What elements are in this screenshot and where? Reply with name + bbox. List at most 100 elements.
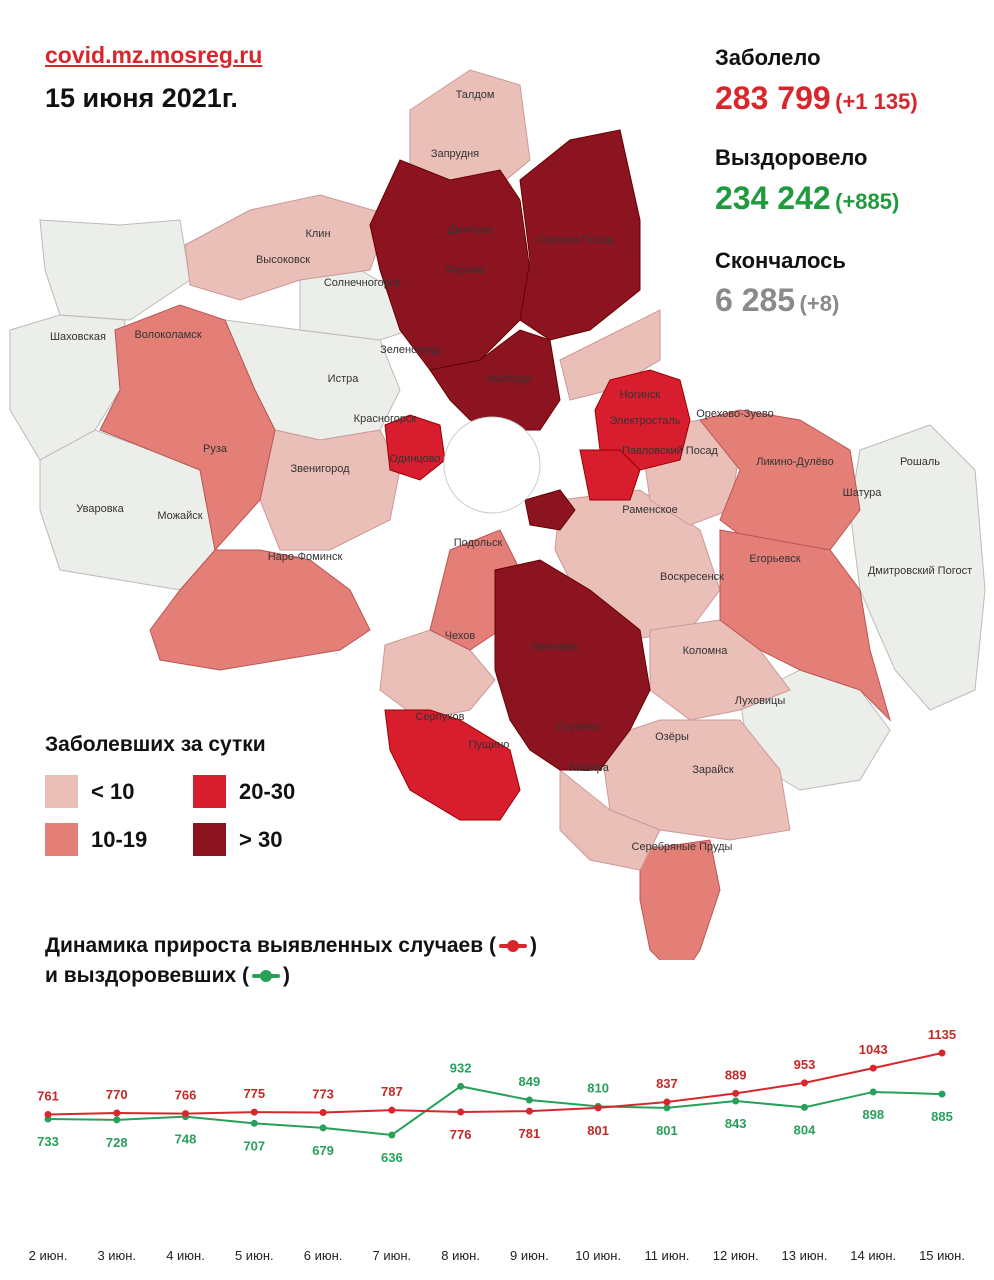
cases-point [388,1106,396,1114]
source-link[interactable]: covid.mz.mosreg.ru [45,42,263,68]
recovered-data-label: 748 [175,1132,197,1147]
cases-point [250,1108,258,1116]
recovered-data-label: 679 [312,1143,334,1158]
deceased-value: 6 285 [715,282,796,318]
x-tick-label: 7 июн. [373,1248,412,1263]
map-label: Талдом [456,89,495,101]
legend-swatch [45,823,78,856]
recovered-data-label: 728 [106,1135,128,1150]
recovered-data-label: 885 [931,1109,953,1124]
cases-point [525,1107,533,1115]
x-tick-label: 5 июн. [235,1248,274,1263]
cases-point [457,1108,465,1116]
map-label: Ступино [557,721,600,733]
map-label: Чехов [445,630,476,642]
cases-data-label: 953 [794,1057,816,1072]
recovered-stat: 234 242 (+885) [715,180,899,217]
x-tick-label: 14 июн. [850,1248,896,1263]
map-label: Шаховская [50,331,106,343]
map-label: Волоколамск [134,329,201,341]
recovered-data-label: 932 [450,1060,472,1075]
region-shatura [849,424,986,711]
x-tick-label: 13 июн. [782,1248,828,1263]
region-map: Талдом Запрудня Дмитров Сергиев Посад Яхрома… [9,69,986,960]
region-zvenigorod [259,429,401,551]
map-label: Серпухов [416,711,465,723]
date-title: 15 июня 2021г. [45,83,238,113]
map-label: Уваровка [76,503,124,515]
recovered-point [113,1116,121,1124]
cases-point [113,1109,121,1117]
recovered-data-label: 898 [862,1107,884,1122]
region-klin [184,194,391,301]
map-label: Зеленоград [380,344,440,356]
cases-data-label: 1135 [928,1027,956,1042]
cases-point [44,1110,52,1118]
recovered-point [800,1103,808,1111]
recovered-value: 234 242 [715,180,831,216]
region-electrostal [579,449,641,501]
cases-point [594,1104,602,1112]
region-lotoshino [39,219,191,321]
recovered-data-label: 801 [656,1123,678,1138]
x-tick-label: 8 июн. [441,1248,480,1263]
chart-title-text2: и выздоровевших ( [45,964,249,987]
cases-data-label: 773 [312,1086,334,1101]
recovered-marker-icon [249,969,283,983]
map-label: Клин [305,228,330,240]
cases-point [182,1110,190,1118]
infected-value: 283 799 [715,80,831,116]
region-mikhnevo [494,559,651,771]
map-label: Ликино-Дулёво [756,456,834,468]
map-label: Луховицы [735,695,786,707]
region-kashira [559,768,661,871]
x-tick-label: 3 июн. [97,1248,136,1263]
map-label: Звенигород [290,463,350,475]
recovered-point [732,1097,740,1105]
map-label: Ногинск [620,389,661,401]
map-label: Истра [328,373,360,385]
cases-data-label: 1043 [859,1042,888,1057]
map-label: Воскресенск [660,571,724,583]
recovered-point [663,1104,671,1112]
region-mytishchi [429,329,561,431]
x-tick-label: 15 июн. [919,1248,965,1263]
cases-data-label: 889 [725,1067,747,1082]
legend-swatch [193,775,226,808]
map-label: Михнево [533,641,578,653]
recovered-point [938,1090,946,1098]
map-label: Пущино [469,739,510,751]
cases-point [319,1108,327,1116]
cases-data-label: 787 [381,1084,403,1099]
x-tick-label: 10 июн. [575,1248,621,1263]
map-label: Сергиев Посад [536,234,614,246]
region-serpukhov [384,709,521,821]
map-label: Подольск [454,537,503,549]
chart-title-close1: ) [529,934,537,957]
legend-swatch [193,823,226,856]
x-tick-label: 4 июн. [166,1248,205,1263]
map-label: Рошаль [900,456,940,468]
region-naro-fominsk [149,549,371,671]
cases-point [663,1098,671,1106]
recovered-data-label: 707 [243,1138,265,1153]
region-noginsk [594,369,691,471]
map-label: Красногорск [354,413,417,425]
x-tick-label: 11 июн. [644,1248,689,1263]
legend-label: 20-30 [239,779,296,804]
legend-label: < 10 [91,779,135,804]
map-label: Высоковск [256,254,310,266]
cases-data-label: 801 [587,1123,609,1138]
map-label: Павловский Посад [622,445,718,457]
deceased-delta: (+8) [799,291,840,316]
region-serebryanye-prudy [639,839,721,960]
map-label: Яхрома [445,264,485,276]
region-egorievsk [719,529,892,722]
chart-title-line1: Динамика прироста выявленных случаев () [45,934,537,958]
map-label: Мытищи [488,373,531,385]
chart-title-line2: и выздоровевших () [45,964,290,988]
chart-series [47,1052,943,1137]
cases-point [800,1079,808,1087]
region-volokolamsk [99,304,276,552]
cases-point [938,1049,946,1057]
